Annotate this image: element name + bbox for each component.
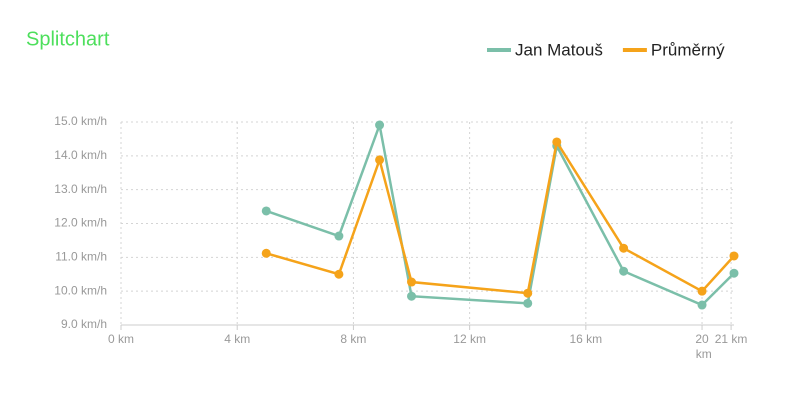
data-point	[407, 291, 417, 301]
y-tick-label: 14.0 km/h	[54, 148, 107, 162]
x-tick-label: 0 km	[108, 332, 134, 346]
data-point	[619, 243, 629, 253]
legend-label: Průměrný	[651, 40, 725, 59]
y-tick-label: 11.0 km/h	[55, 250, 107, 264]
data-point	[334, 269, 344, 279]
data-point	[261, 248, 271, 258]
y-tick-label: 15.0 km/h	[54, 114, 107, 128]
data-point	[729, 251, 739, 261]
y-tick-label: 12.0 km/h	[54, 216, 107, 230]
x-tick-label: 20 km	[692, 332, 711, 361]
y-tick-label: 13.0 km/h	[54, 182, 107, 196]
legend-label: Jan Matouš	[515, 40, 603, 59]
x-tick-label: 21 km	[715, 332, 748, 346]
data-point	[697, 300, 707, 310]
x-tick-label: 4 km	[224, 332, 250, 346]
data-point	[375, 155, 385, 165]
data-point	[523, 298, 533, 308]
data-point	[375, 120, 385, 130]
x-tick-label: 12 km	[453, 332, 486, 346]
data-point	[619, 266, 629, 276]
x-tick-label: 16 km	[569, 332, 602, 346]
data-point	[697, 286, 707, 296]
x-tick-label: 8 km	[340, 332, 366, 346]
data-point	[334, 231, 344, 241]
data-point	[407, 277, 417, 287]
data-point	[261, 206, 271, 216]
data-point	[523, 288, 533, 298]
y-tick-label: 10.0 km/h	[54, 283, 107, 297]
chart-title: Splitchart	[26, 28, 110, 50]
data-point	[552, 137, 562, 147]
data-point	[729, 268, 739, 278]
y-tick-label: 9.0 km/h	[61, 317, 107, 331]
